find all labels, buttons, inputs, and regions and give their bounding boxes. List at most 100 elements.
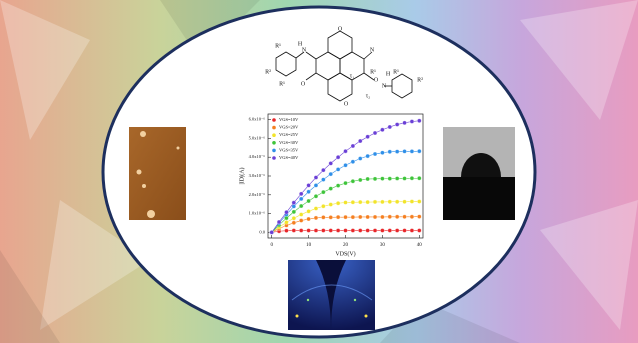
data-point: [307, 209, 311, 213]
structure-label: R¹: [393, 69, 399, 75]
data-point: [395, 123, 399, 127]
data-point: [388, 215, 392, 219]
data-point: [417, 119, 421, 123]
data-point: [358, 178, 362, 182]
data-point: [307, 190, 311, 194]
structure-label: O: [344, 101, 349, 107]
data-point: [380, 228, 384, 232]
data-point: [299, 228, 303, 232]
contact-angle-image: [443, 127, 515, 220]
data-point: [299, 219, 303, 223]
data-point: [321, 178, 325, 182]
data-point: [403, 200, 407, 204]
y-axis-label: |ID|(A): [238, 167, 245, 184]
data-point: [336, 155, 340, 159]
data-point: [403, 149, 407, 153]
data-point: [358, 200, 362, 204]
data-point: [380, 215, 384, 219]
data-point: [336, 228, 340, 232]
data-point: [292, 216, 296, 220]
x-tick-label: 30: [380, 243, 386, 248]
data-point: [373, 177, 377, 181]
y-tick-label: 2.0x10⁻⁶: [249, 192, 266, 197]
data-point: [366, 200, 370, 204]
data-point: [351, 200, 355, 204]
legend-label: VGS=40V: [279, 155, 299, 160]
data-point: [410, 228, 414, 232]
data-point: [336, 184, 340, 188]
data-point: [388, 177, 392, 181]
data-point: [321, 204, 325, 208]
data-point: [388, 200, 392, 204]
legend-marker: [272, 156, 276, 160]
data-point: [373, 200, 377, 204]
data-point: [329, 203, 333, 207]
data-point: [314, 183, 318, 187]
data-point: [299, 192, 303, 196]
data-point: [344, 200, 348, 204]
data-point: [321, 168, 325, 172]
data-point: [336, 215, 340, 219]
data-point: [380, 200, 384, 204]
data-point: [307, 228, 311, 232]
data-point: [292, 210, 296, 214]
data-point: [417, 228, 421, 232]
structure-label: O: [338, 26, 343, 32]
x-tick-label: 10: [306, 243, 312, 248]
structure-label: R¹: [370, 69, 376, 75]
structure-label: N: [370, 47, 375, 53]
legend-marker: [272, 149, 276, 153]
data-point: [380, 128, 384, 132]
data-point: [358, 215, 362, 219]
data-point: [314, 216, 318, 220]
data-point: [358, 157, 362, 161]
data-point: [395, 228, 399, 232]
data-point: [388, 150, 392, 154]
data-point: [299, 213, 303, 217]
data-point: [403, 121, 407, 125]
data-point: [410, 149, 414, 153]
legend-label: VGS=20V: [279, 125, 299, 130]
data-point: [410, 200, 414, 204]
data-point: [292, 228, 296, 232]
data-point: [417, 215, 421, 219]
data-point: [395, 150, 399, 154]
x-tick-label: 20: [343, 243, 349, 248]
data-point: [417, 149, 421, 153]
data-point: [329, 228, 333, 232]
legend-label: VGS=30V: [279, 140, 299, 145]
afm-image: [129, 127, 186, 220]
data-point: [277, 220, 281, 224]
data-point: [292, 221, 296, 225]
x-tick-label: 40: [417, 243, 423, 248]
data-point: [388, 228, 392, 232]
data-point: [366, 215, 370, 219]
data-point: [366, 154, 370, 158]
data-point: [344, 228, 348, 232]
data-point: [299, 204, 303, 208]
data-point: [417, 200, 421, 204]
graphical-abstract: ONHR¹R²R¹ONOR¹R²HNR¹Oτ₁τ₂ 0.01.0x10⁻⁶2.0…: [0, 0, 638, 343]
data-point: [388, 125, 392, 129]
data-point: [314, 207, 318, 211]
data-point: [307, 183, 311, 187]
data-point: [358, 139, 362, 143]
legend-marker: [272, 126, 276, 130]
structure-label: R¹: [275, 43, 281, 49]
data-point: [314, 194, 318, 198]
structure-label: τ₁: [350, 73, 355, 79]
structure-label: R¹: [279, 81, 285, 87]
legend-label: VGS=10V: [279, 117, 299, 122]
data-point: [410, 215, 414, 219]
data-point: [336, 167, 340, 171]
data-point: [351, 179, 355, 183]
data-point: [410, 120, 414, 124]
giwaxs-image: [288, 260, 375, 330]
data-point: [329, 172, 333, 176]
data-point: [351, 215, 355, 219]
y-tick-label: 1.0x10⁻⁶: [249, 211, 266, 216]
data-point: [373, 131, 377, 135]
data-point: [284, 229, 288, 233]
structure-label: R²: [417, 77, 423, 83]
data-point: [284, 216, 288, 220]
